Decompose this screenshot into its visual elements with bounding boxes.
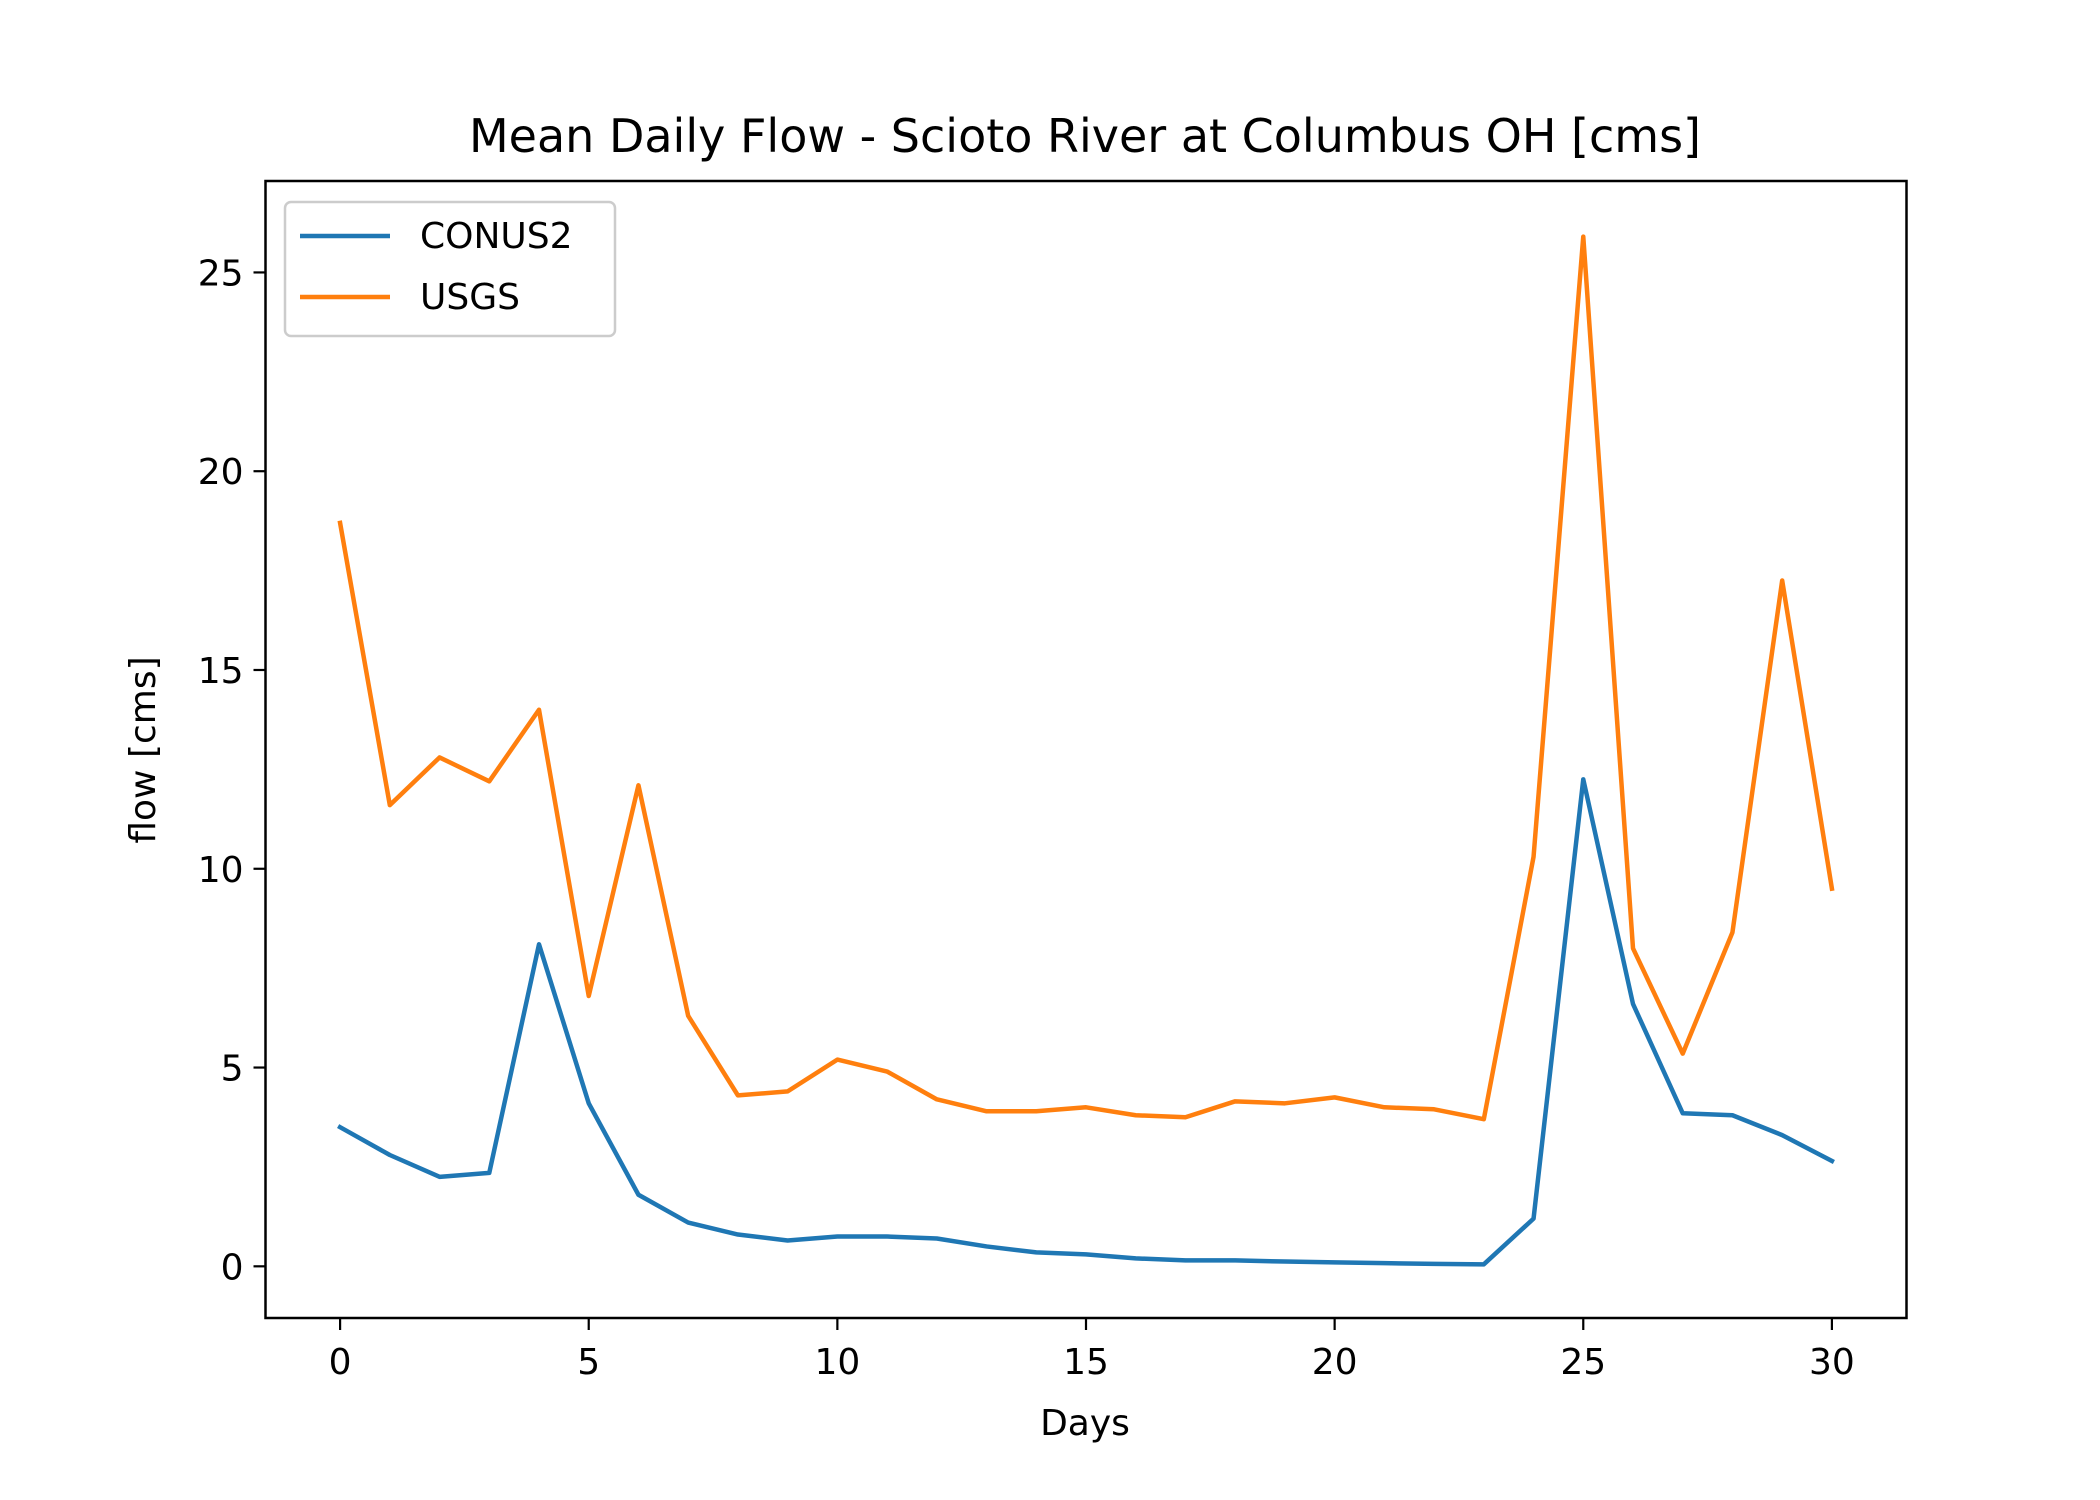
series-line-conus2	[337, 777, 1835, 1267]
x-tick-label: 20	[1312, 1342, 1358, 1383]
x-tick-label: 25	[1560, 1342, 1606, 1383]
x-tick-label: 15	[1063, 1342, 1109, 1383]
x-tick-label: 10	[814, 1342, 860, 1383]
x-tick-label: 5	[577, 1342, 600, 1383]
y-tick-label: 5	[221, 1049, 244, 1090]
chart-title: Mean Daily Flow - Scioto River at Columb…	[469, 109, 1701, 163]
y-tick-label: 15	[198, 651, 244, 692]
y-tick-label: 25	[198, 253, 244, 294]
legend-label-usgs: USGS	[420, 277, 520, 318]
y-tick-label: 0	[221, 1247, 244, 1288]
y-tick-label: 10	[198, 850, 244, 891]
x-axis-label: Days	[1040, 1403, 1130, 1444]
legend: CONUS2 USGS	[283, 200, 617, 338]
x-tick-label: 30	[1809, 1342, 1855, 1383]
series-line-usgs	[337, 234, 1835, 1122]
series-layer	[337, 234, 1835, 1267]
tick-layer: 0 5 10 15 20 25 30 0 5 10 15 20 25	[198, 253, 1855, 1383]
y-axis-label: flow [cms]	[123, 656, 164, 843]
plot-frame	[264, 179, 1908, 1320]
legend-label-conus2: CONUS2	[420, 216, 573, 257]
x-tick-label: 0	[329, 1342, 352, 1383]
y-tick-label: 20	[198, 452, 244, 493]
